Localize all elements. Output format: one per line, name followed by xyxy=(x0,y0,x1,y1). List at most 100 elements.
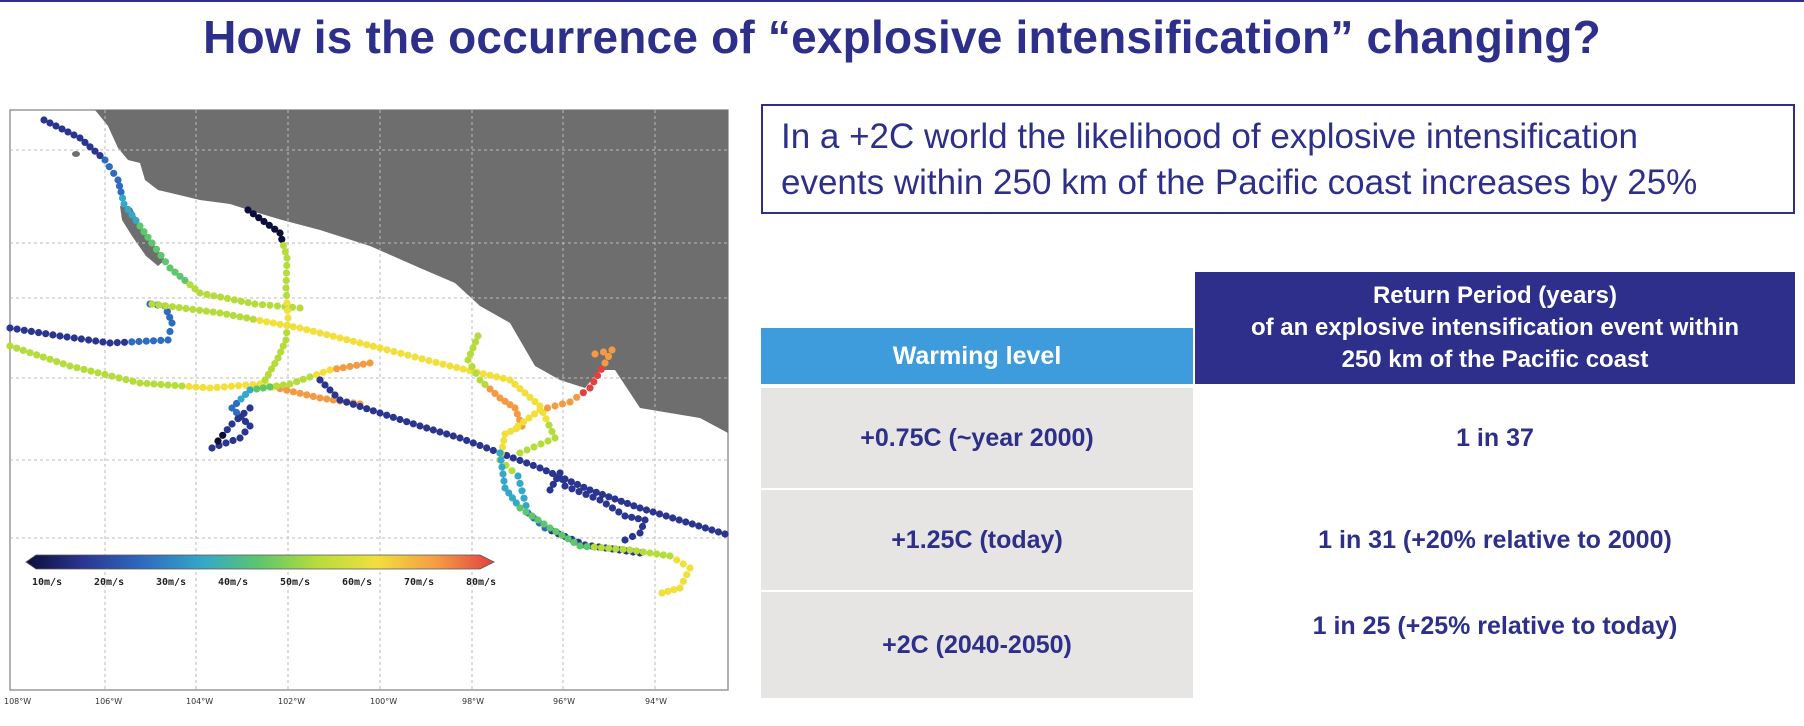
track-point xyxy=(323,331,331,339)
track-point xyxy=(124,205,132,214)
track-point xyxy=(249,210,257,218)
track-point xyxy=(313,371,321,379)
track-point xyxy=(64,128,72,136)
track-point xyxy=(623,499,632,508)
track-point xyxy=(583,543,591,551)
track-point xyxy=(439,360,447,368)
page-title: How is the occurrence of “explosive inte… xyxy=(203,11,1601,63)
track-point xyxy=(6,342,14,350)
track-point xyxy=(246,404,254,412)
track-point xyxy=(369,342,377,350)
track-point xyxy=(271,359,279,368)
track-point xyxy=(605,493,613,501)
track-point xyxy=(114,176,122,184)
track-point xyxy=(349,337,357,345)
track-point xyxy=(283,299,291,307)
track-point xyxy=(597,544,606,552)
track-point xyxy=(528,512,536,520)
track-point xyxy=(649,508,657,516)
track-point xyxy=(296,304,304,312)
track-point xyxy=(376,409,384,417)
track-point xyxy=(59,360,67,368)
track-point xyxy=(641,516,649,524)
track-point xyxy=(659,551,667,559)
track-point xyxy=(669,514,677,522)
warming-level-cell: +1.25C (today) xyxy=(761,490,1193,590)
track-point xyxy=(679,560,687,568)
track-point xyxy=(115,374,123,382)
track-point xyxy=(551,434,559,442)
track-point xyxy=(306,373,314,381)
track-point xyxy=(106,339,114,347)
track-point xyxy=(282,284,290,292)
track-point xyxy=(77,335,85,343)
track-point xyxy=(429,426,437,434)
track-point xyxy=(113,339,121,347)
track-point xyxy=(356,339,364,347)
track-point xyxy=(255,214,263,222)
track-point xyxy=(522,508,530,516)
track-point xyxy=(486,371,494,379)
track-point xyxy=(670,586,678,594)
track-point xyxy=(35,329,43,337)
track-point xyxy=(633,547,641,555)
track-point xyxy=(516,456,524,465)
track-point xyxy=(516,504,524,512)
track-point xyxy=(76,134,84,142)
track-point xyxy=(573,393,581,401)
track-point xyxy=(523,446,531,454)
track-point xyxy=(511,404,519,412)
track-point xyxy=(353,361,361,369)
track-point xyxy=(537,440,545,448)
track-point xyxy=(471,338,480,346)
track-point xyxy=(329,332,337,340)
colorbar-label: 80m/s xyxy=(466,577,496,588)
track-point xyxy=(499,470,507,478)
track-point xyxy=(468,363,476,371)
track-point xyxy=(481,380,489,389)
track-point xyxy=(241,390,250,399)
track-point xyxy=(261,376,269,384)
longitude-label: 106°W xyxy=(95,697,122,706)
track-point xyxy=(283,386,291,394)
track-point xyxy=(604,352,613,361)
track-point xyxy=(303,391,311,399)
track-point xyxy=(120,200,128,208)
longitude-label: 98°W xyxy=(462,697,484,706)
track-point xyxy=(19,346,27,354)
track-point xyxy=(602,500,610,508)
track-point xyxy=(564,535,572,543)
track-point xyxy=(411,353,419,361)
track-point xyxy=(369,407,377,415)
track-point xyxy=(376,344,384,352)
track-point xyxy=(244,206,252,214)
track-point xyxy=(49,331,57,339)
track-point xyxy=(568,485,576,493)
track-point xyxy=(486,385,494,393)
track-point xyxy=(26,349,34,357)
track-point xyxy=(166,264,174,272)
cyclone-track-map: 10m/s 20m/s 30m/s 40m/s 50m/s 60m/s 70m/s 80m/s… xyxy=(0,108,736,720)
track-point xyxy=(234,415,242,423)
track-point xyxy=(356,402,364,411)
track-point xyxy=(349,400,357,408)
track-point xyxy=(223,426,231,434)
track-point xyxy=(128,338,136,346)
track-point xyxy=(516,479,524,487)
track-point xyxy=(56,332,64,340)
track-point xyxy=(513,410,521,418)
track-point xyxy=(507,427,515,435)
track-point xyxy=(615,508,623,516)
track-point xyxy=(418,355,426,363)
track-point xyxy=(636,504,644,512)
track-point xyxy=(363,405,371,413)
track-point xyxy=(70,131,78,139)
track-point xyxy=(343,398,351,406)
track-point xyxy=(142,337,150,345)
track-point xyxy=(558,531,566,539)
track-point xyxy=(514,472,522,480)
track-point xyxy=(579,389,587,397)
track-point xyxy=(157,336,165,344)
track-point xyxy=(658,589,666,597)
track-point xyxy=(229,311,237,320)
